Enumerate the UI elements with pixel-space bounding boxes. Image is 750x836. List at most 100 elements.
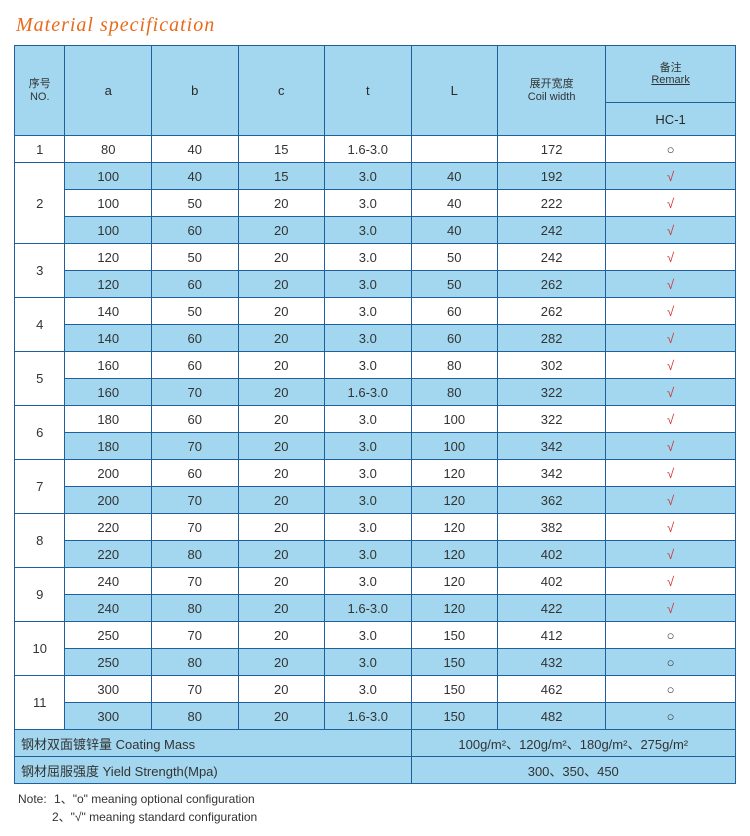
cell-b: 70	[151, 622, 238, 649]
cell-L: 120	[411, 487, 498, 514]
cell-a: 140	[65, 298, 152, 325]
cell-c: 20	[238, 514, 325, 541]
col-no: 序号 NO.	[15, 46, 65, 136]
cell-a: 240	[65, 568, 152, 595]
cell-c: 20	[238, 244, 325, 271]
cell-c: 20	[238, 379, 325, 406]
cell-remark: ○	[606, 622, 736, 649]
cell-t: 3.0	[325, 244, 412, 271]
cell-L: 150	[411, 703, 498, 730]
cell-t: 3.0	[325, 217, 412, 244]
cell-a: 220	[65, 514, 152, 541]
cell-b: 60	[151, 271, 238, 298]
cell-c: 20	[238, 217, 325, 244]
cell-b: 60	[151, 217, 238, 244]
cell-remark: √	[606, 325, 736, 352]
cell-b: 70	[151, 514, 238, 541]
cell-L: 120	[411, 541, 498, 568]
cell-a: 80	[65, 136, 152, 163]
col-remark-sub: HC-1	[606, 103, 736, 136]
cell-no: 3	[15, 244, 65, 298]
cell-b: 50	[151, 298, 238, 325]
table-row: 312050203.050242√	[15, 244, 736, 271]
table-row: 10060203.040242√	[15, 217, 736, 244]
table-row: 14060203.060282√	[15, 325, 736, 352]
cell-remark: √	[606, 379, 736, 406]
cell-t: 3.0	[325, 487, 412, 514]
cell-L: 120	[411, 568, 498, 595]
cell-L	[411, 136, 498, 163]
cell-cw: 262	[498, 298, 606, 325]
cell-cw: 282	[498, 325, 606, 352]
cell-no: 9	[15, 568, 65, 622]
cell-cw: 222	[498, 190, 606, 217]
table-row: 24080201.6-3.0120422√	[15, 595, 736, 622]
table-row: 18070203.0100342√	[15, 433, 736, 460]
cell-a: 300	[65, 676, 152, 703]
cell-a: 250	[65, 622, 152, 649]
table-row: 618060203.0100322√	[15, 406, 736, 433]
cell-t: 3.0	[325, 325, 412, 352]
cell-a: 140	[65, 325, 152, 352]
cell-c: 20	[238, 568, 325, 595]
cell-no: 6	[15, 406, 65, 460]
cell-a: 120	[65, 271, 152, 298]
footer-row: 钢材双面镀锌量 Coating Mass100g/m²、120g/m²、180g…	[15, 730, 736, 757]
cell-t: 3.0	[325, 190, 412, 217]
cell-remark: ○	[606, 136, 736, 163]
note-line2: 2、"√" meaning standard configuration	[18, 808, 736, 826]
cell-c: 20	[238, 622, 325, 649]
cell-t: 3.0	[325, 541, 412, 568]
cell-cw: 402	[498, 568, 606, 595]
cell-c: 20	[238, 352, 325, 379]
cell-t: 1.6-3.0	[325, 595, 412, 622]
cell-t: 3.0	[325, 676, 412, 703]
cell-t: 1.6-3.0	[325, 703, 412, 730]
cell-c: 20	[238, 595, 325, 622]
cell-a: 250	[65, 649, 152, 676]
cell-b: 50	[151, 190, 238, 217]
cell-a: 160	[65, 352, 152, 379]
footer-label: 钢材屈服强度 Yield Strength(Mpa)	[15, 757, 412, 784]
cell-remark: √	[606, 244, 736, 271]
cell-remark: √	[606, 352, 736, 379]
cell-t: 3.0	[325, 271, 412, 298]
cell-L: 40	[411, 217, 498, 244]
cell-cw: 432	[498, 649, 606, 676]
cell-a: 300	[65, 703, 152, 730]
cell-a: 200	[65, 460, 152, 487]
cell-a: 200	[65, 487, 152, 514]
cell-b: 60	[151, 406, 238, 433]
table-row: 12060203.050262√	[15, 271, 736, 298]
col-coil: 展开宽度 Coil width	[498, 46, 606, 136]
cell-L: 60	[411, 298, 498, 325]
cell-cw: 482	[498, 703, 606, 730]
cell-no: 7	[15, 460, 65, 514]
cell-no: 8	[15, 514, 65, 568]
cell-a: 100	[65, 217, 152, 244]
cell-a: 180	[65, 406, 152, 433]
cell-L: 50	[411, 271, 498, 298]
cell-a: 120	[65, 244, 152, 271]
table-row: 16070201.6-3.080322√	[15, 379, 736, 406]
cell-t: 3.0	[325, 622, 412, 649]
note: Note: 1、"o" meaning optional configurati…	[14, 790, 736, 826]
cell-remark: √	[606, 460, 736, 487]
cell-cw: 462	[498, 676, 606, 703]
cell-L: 150	[411, 622, 498, 649]
cell-t: 3.0	[325, 514, 412, 541]
table-row: 20070203.0120362√	[15, 487, 736, 514]
cell-L: 80	[411, 352, 498, 379]
note-prefix: Note:	[18, 792, 47, 806]
cell-c: 20	[238, 541, 325, 568]
cell-a: 240	[65, 595, 152, 622]
cell-b: 70	[151, 379, 238, 406]
cell-cw: 302	[498, 352, 606, 379]
cell-t: 3.0	[325, 568, 412, 595]
cell-c: 20	[238, 190, 325, 217]
cell-cw: 322	[498, 406, 606, 433]
cell-a: 180	[65, 433, 152, 460]
cell-L: 40	[411, 190, 498, 217]
spec-table: 序号 NO. a b c t L 展开宽度 Coil width 备注 Rema…	[14, 45, 736, 784]
col-a: a	[65, 46, 152, 136]
